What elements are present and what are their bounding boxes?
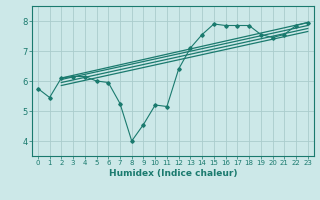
X-axis label: Humidex (Indice chaleur): Humidex (Indice chaleur) bbox=[108, 169, 237, 178]
